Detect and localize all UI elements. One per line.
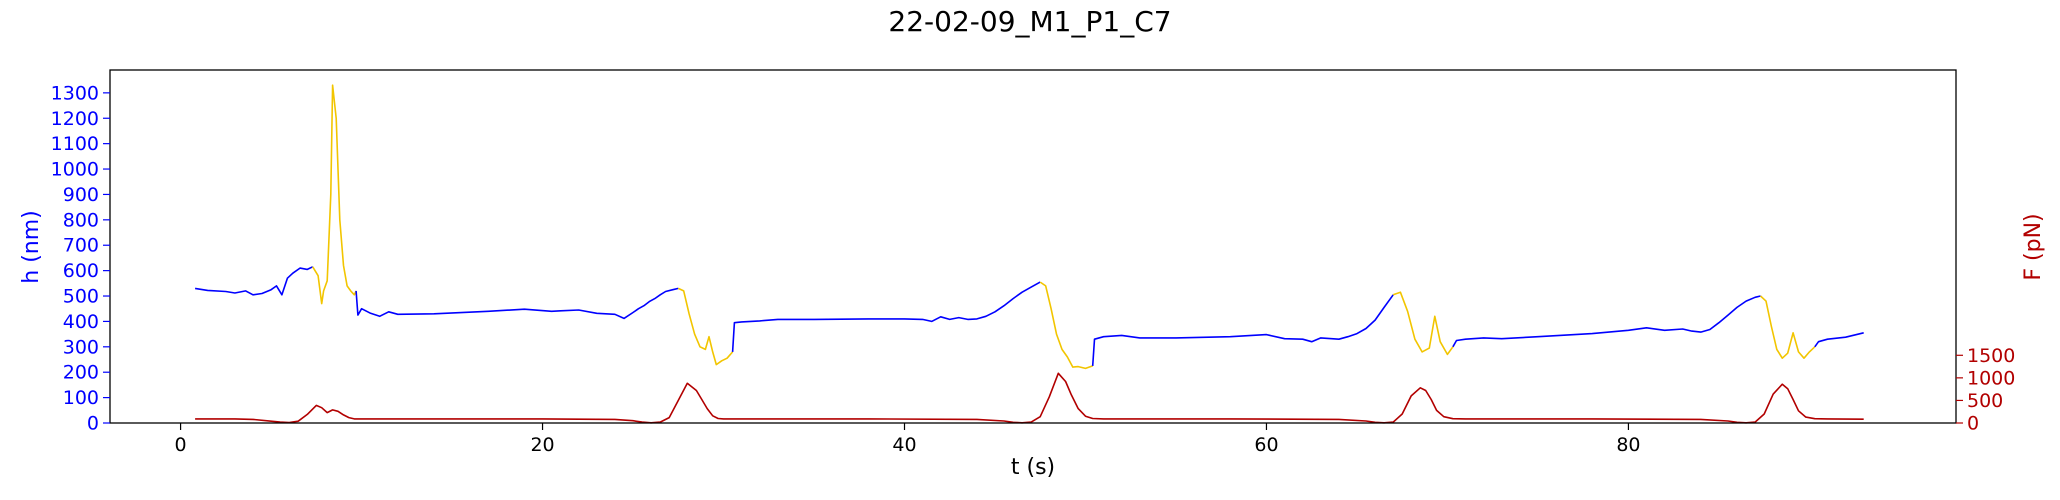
y-left-tick-label: 900 — [63, 184, 99, 206]
y-left-tick-label: 400 — [63, 311, 99, 333]
x-axis: 0 20 40 60 80 — [175, 423, 1641, 456]
y-right-tick-label: 500 — [1967, 390, 2003, 412]
y-left-tick-label: 500 — [63, 286, 99, 308]
series-layer — [194, 84, 1864, 424]
series-line-7 — [1392, 291, 1454, 356]
y-right-tick-label: 1000 — [1967, 367, 2015, 389]
plot-frame — [109, 69, 1957, 424]
y-left-tick-label: 1100 — [51, 133, 99, 155]
series-line-11 — [195, 372, 1864, 424]
x-tick-label: 80 — [1616, 434, 1640, 456]
x-tick-label: 0 — [175, 434, 187, 456]
y-left-tick-label: 1300 — [51, 82, 99, 104]
y-left-tick-label: 1200 — [51, 108, 99, 130]
y-left-tick-label: 800 — [63, 209, 99, 231]
y-right-tick-label: 1500 — [1967, 345, 2015, 367]
series-line-6 — [1091, 294, 1394, 366]
series-line-4 — [731, 281, 1041, 352]
series-line-8 — [1452, 295, 1761, 348]
y-left-tick-label: 700 — [63, 235, 99, 257]
series-line-0 — [194, 266, 314, 296]
y-right-tick-label: 0 — [1967, 413, 1979, 435]
y-left-axis: 0 100 200 300 400 500 600 700 800 900 1000 1100 1200… — [51, 82, 110, 435]
x-tick-label: 40 — [892, 434, 916, 456]
series-line-9 — [1759, 295, 1816, 360]
series-line-5 — [1039, 281, 1093, 370]
y-right-axis-title: F (pN) — [2021, 213, 2046, 280]
x-axis-title: t (s) — [1011, 455, 1055, 480]
x-tick-label: 60 — [1254, 434, 1278, 456]
y-left-tick-label: 300 — [63, 336, 99, 358]
y-left-tick-label: 0 — [87, 413, 99, 435]
y-left-tick-label: 100 — [63, 387, 99, 409]
series-line-10 — [1814, 332, 1864, 348]
y-left-tick-label: 600 — [63, 260, 99, 282]
series-line-3 — [677, 287, 734, 366]
y-left-tick-label: 1000 — [51, 159, 99, 181]
series-line-2 — [355, 287, 679, 320]
chart-title: 22-02-09_M1_P1_C7 — [888, 5, 1171, 38]
y-left-axis-title: h (nm) — [19, 210, 44, 283]
x-tick-label: 20 — [530, 434, 554, 456]
y-left-tick-label: 200 — [63, 362, 99, 384]
series-line-1 — [312, 84, 357, 305]
